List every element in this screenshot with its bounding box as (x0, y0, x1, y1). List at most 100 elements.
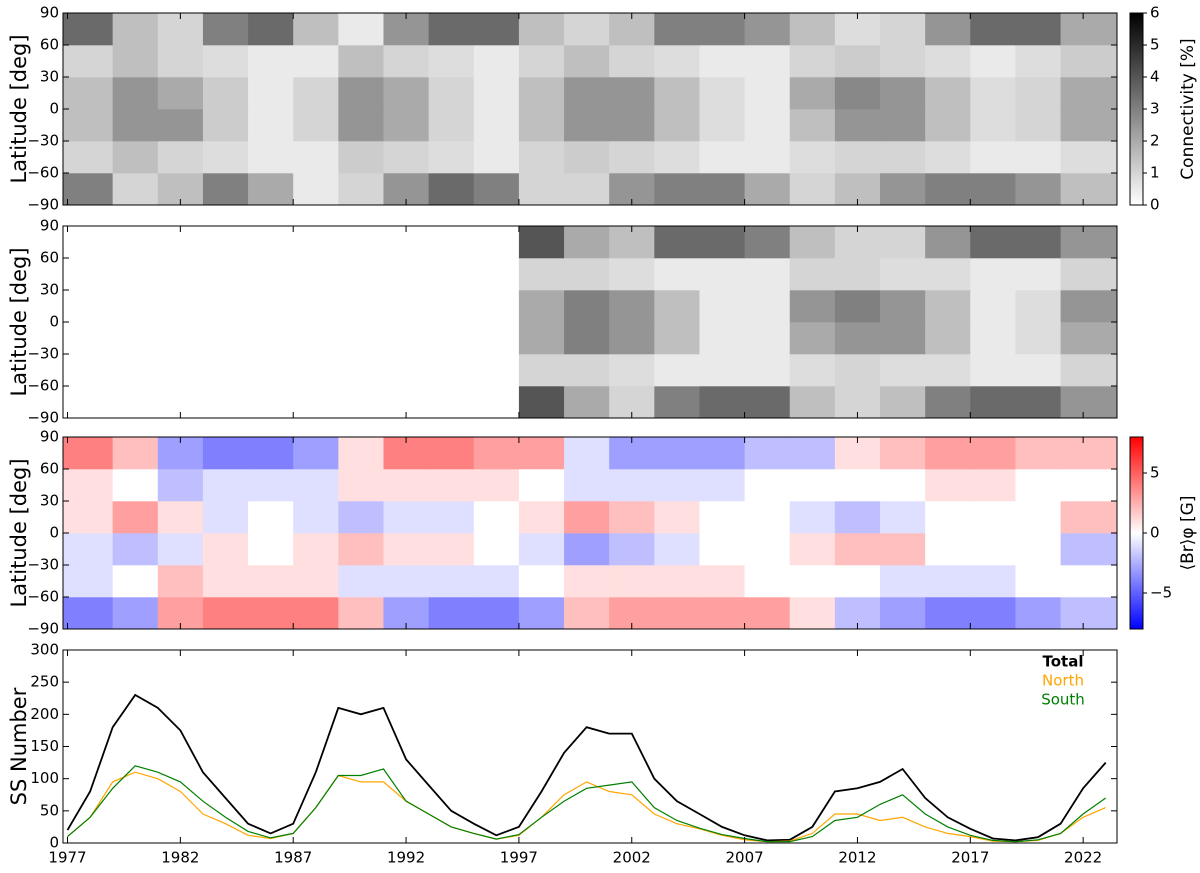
heatmap-cell (1060, 437, 1118, 470)
heatmap-cell (880, 173, 926, 206)
y-axis-label: Latitude [deg] (7, 247, 31, 396)
heatmap-cell (518, 290, 565, 323)
legend-entry: Total (1043, 653, 1084, 671)
heatmap-cell (609, 501, 655, 534)
heatmap-cell (202, 77, 249, 110)
heatmap-cell (880, 386, 926, 419)
heatmap-cell (744, 469, 791, 502)
heatmap-cell (338, 77, 384, 110)
y-tick-label: −90 (27, 620, 59, 638)
heatmap-cell (293, 141, 339, 174)
heatmap-cell (1060, 45, 1118, 78)
colorbar (1129, 436, 1144, 630)
heatmap-cell (880, 109, 926, 142)
heatmap-cell (293, 45, 339, 78)
heatmap-cell (293, 173, 339, 206)
heatmap-cell (112, 173, 159, 206)
heatmap-cell (970, 597, 1016, 630)
heatmap-cell (1060, 354, 1118, 387)
heatmap-cell (518, 77, 565, 110)
heatmap-cell (925, 45, 971, 78)
heatmap-cell (1015, 386, 1062, 419)
heatmap-cell (654, 226, 700, 259)
heatmap-cell (248, 533, 294, 566)
y-tick-label: 30 (40, 68, 59, 86)
heatmap-cell (383, 77, 430, 110)
heatmap-cell (564, 290, 610, 323)
heatmap-cell (654, 290, 700, 323)
heatmap-cell (1015, 437, 1062, 470)
y-tick-label: 0 (49, 834, 59, 852)
y-tick-label: 60 (40, 36, 59, 54)
heatmap-cell (293, 565, 339, 598)
heatmap-cell (1060, 501, 1118, 534)
heatmap-cell (1015, 469, 1062, 502)
heatmap-cell (564, 141, 610, 174)
heatmap-cell (564, 13, 610, 46)
heatmap-cell (248, 469, 294, 502)
heatmap-cell (518, 533, 565, 566)
heatmap-cell (654, 109, 700, 142)
heatmap-cell (1060, 533, 1118, 566)
heatmap-cell (609, 141, 655, 174)
colorbar-tick-label: 4 (1150, 68, 1160, 86)
heatmap-cell (699, 501, 746, 534)
heatmap-cell (970, 354, 1016, 387)
heatmap-cell (699, 597, 746, 630)
heatmap-cell (112, 45, 159, 78)
heatmap-cell (564, 469, 610, 502)
heatmap-cell (473, 565, 520, 598)
heatmap-cell (338, 13, 384, 46)
heatmap-cell (564, 109, 610, 142)
heatmap-cell (248, 141, 294, 174)
heatmap-cell (248, 565, 294, 598)
heatmap-cell (1015, 173, 1062, 206)
heatmap-cell (699, 565, 746, 598)
heatmap-cell (609, 77, 655, 110)
series-line (66, 693, 1107, 842)
heatmap-cell (248, 109, 294, 142)
heatmap-cell (880, 533, 926, 566)
colorbar-label: Connectivity [%] (1178, 38, 1198, 179)
heatmap-cell (112, 109, 159, 142)
heatmap-cell (744, 437, 791, 470)
y-tick-label: −30 (27, 556, 59, 574)
heatmap-cell (248, 437, 294, 470)
heatmap-cell (293, 533, 339, 566)
heatmap-cell (202, 109, 249, 142)
heatmap-cell (970, 13, 1016, 46)
heatmap-cell (1015, 597, 1062, 630)
heatmap-cell (880, 354, 926, 387)
heatmap-cell (1015, 258, 1062, 291)
heatmap-cell (202, 501, 249, 534)
heatmap-cell (699, 109, 746, 142)
x-tick-label: 2002 (613, 849, 651, 867)
heatmap-cell (473, 501, 520, 534)
heatmap-cell (699, 77, 746, 110)
heatmap-cell (518, 386, 565, 419)
heatmap-cell (473, 109, 520, 142)
heatmap-cell (564, 597, 610, 630)
heatmap-cell (248, 597, 294, 630)
heatmap-cell (970, 290, 1016, 323)
heatmap-cell (473, 173, 520, 206)
heatmap-cell (925, 565, 971, 598)
heatmap-cell (834, 354, 881, 387)
heatmap-cell (789, 13, 836, 46)
heatmap-cell (699, 258, 746, 291)
heatmap-cell (880, 45, 926, 78)
heatmap-cell (925, 322, 971, 355)
heatmap-cell (609, 290, 655, 323)
heatmap-cell (654, 322, 700, 355)
heatmap-cell (699, 322, 746, 355)
heatmap-cell (880, 565, 926, 598)
heatmap-cell (383, 45, 430, 78)
y-axis-label: Latitude [deg] (7, 34, 31, 183)
heatmap-cell (157, 77, 204, 110)
y-tick-label: 90 (40, 4, 59, 22)
heatmap-cell (1060, 469, 1118, 502)
heatmap-cell (1060, 290, 1118, 323)
heatmap-cell (338, 533, 384, 566)
heatmap-cell (789, 354, 836, 387)
heatmap-cell (654, 501, 700, 534)
